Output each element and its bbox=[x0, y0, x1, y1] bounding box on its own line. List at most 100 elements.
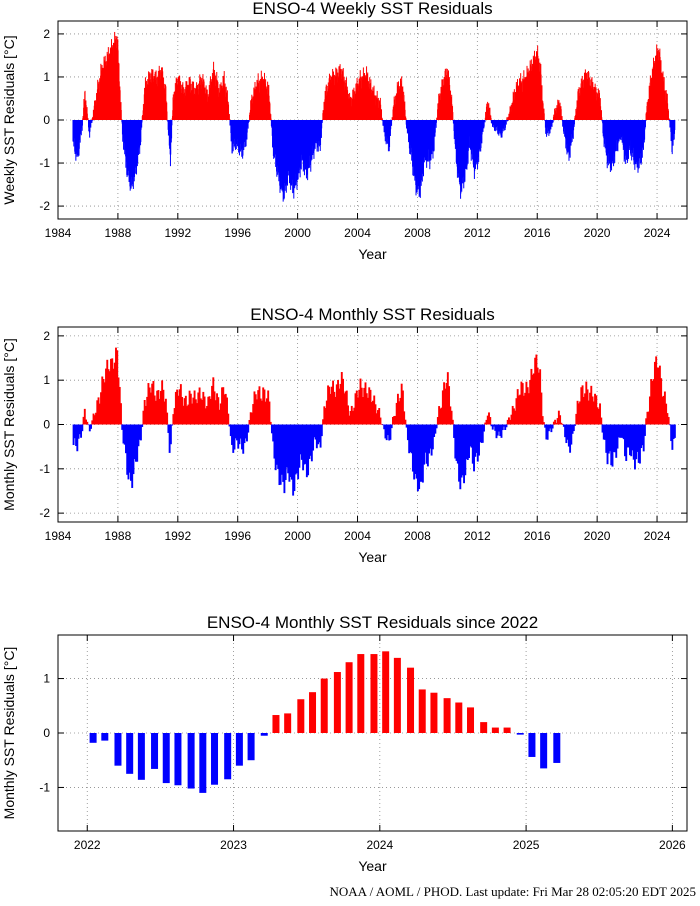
bar bbox=[297, 699, 305, 733]
bar bbox=[149, 392, 152, 425]
bar bbox=[228, 424, 231, 427]
bar bbox=[383, 424, 386, 430]
bar bbox=[247, 733, 255, 761]
bar bbox=[374, 404, 377, 425]
bar bbox=[143, 400, 146, 425]
bar bbox=[461, 424, 464, 476]
bar bbox=[445, 382, 448, 425]
bar bbox=[295, 424, 298, 474]
bar bbox=[524, 392, 527, 425]
bar bbox=[601, 424, 604, 433]
bar bbox=[140, 120, 142, 142]
bar bbox=[425, 424, 428, 464]
bar bbox=[247, 120, 249, 129]
bar bbox=[358, 389, 361, 425]
bar bbox=[368, 387, 371, 425]
bar bbox=[465, 424, 468, 460]
bar bbox=[573, 120, 575, 125]
bar bbox=[192, 397, 195, 425]
bar bbox=[408, 424, 411, 454]
bar bbox=[228, 104, 230, 120]
bar bbox=[272, 424, 275, 442]
bar bbox=[525, 381, 528, 425]
x-tick-label: 1992 bbox=[164, 529, 191, 543]
bar bbox=[526, 387, 529, 425]
bar bbox=[394, 415, 397, 425]
bar bbox=[547, 424, 550, 432]
y-tick-label: 0 bbox=[43, 113, 50, 127]
y-tick-label: 0 bbox=[43, 418, 50, 432]
bar bbox=[668, 118, 670, 120]
bar bbox=[162, 733, 170, 784]
bar bbox=[110, 358, 112, 425]
bar bbox=[647, 411, 650, 425]
bar bbox=[203, 396, 206, 425]
bar bbox=[610, 424, 613, 466]
bar bbox=[458, 424, 461, 482]
bar bbox=[357, 654, 365, 733]
bar bbox=[174, 733, 182, 786]
bar bbox=[176, 389, 179, 425]
bar bbox=[237, 424, 240, 449]
bar bbox=[662, 395, 665, 425]
bar bbox=[648, 396, 651, 425]
chart-1: 1984 1988 1992 1996 2000 2004 2008 2012 2016 2020… bbox=[1, 0, 688, 262]
bar bbox=[450, 410, 453, 425]
bar bbox=[514, 410, 517, 425]
bar bbox=[224, 733, 232, 780]
bar bbox=[81, 120, 83, 126]
footer-credit: NOAA / AOML / PHOD. Last update: Fri Mar… bbox=[329, 884, 696, 899]
bar bbox=[309, 424, 312, 456]
bar bbox=[92, 117, 94, 120]
bar bbox=[436, 417, 439, 425]
bar bbox=[635, 424, 638, 460]
bar bbox=[516, 733, 524, 735]
bar bbox=[643, 424, 646, 436]
bar bbox=[231, 424, 233, 445]
bar bbox=[328, 386, 331, 425]
bar bbox=[596, 407, 599, 425]
bar bbox=[471, 424, 474, 464]
bar bbox=[600, 417, 603, 425]
bar bbox=[83, 408, 86, 425]
bar bbox=[607, 424, 610, 454]
bar bbox=[105, 368, 107, 425]
bar bbox=[482, 120, 484, 132]
bar bbox=[492, 120, 493, 127]
bar bbox=[381, 109, 383, 120]
bar bbox=[369, 389, 372, 425]
bar bbox=[414, 424, 417, 474]
bar bbox=[381, 117, 383, 120]
bar bbox=[173, 408, 176, 425]
bar bbox=[370, 402, 373, 425]
bar bbox=[396, 393, 399, 425]
chart-2: 1984 1988 1992 1996 2000 2004 2008 2012 2016 2020… bbox=[1, 305, 688, 565]
bar bbox=[501, 120, 503, 134]
bar bbox=[484, 120, 486, 123]
bar bbox=[404, 109, 406, 120]
y-tick-label: -1 bbox=[39, 156, 50, 170]
x-tick-label: 2022 bbox=[74, 838, 101, 852]
bar bbox=[224, 393, 227, 425]
bar bbox=[404, 419, 407, 425]
bar bbox=[423, 424, 426, 465]
bar bbox=[468, 424, 470, 458]
bar bbox=[499, 424, 502, 436]
bar bbox=[489, 114, 491, 120]
bar bbox=[456, 424, 459, 464]
bar bbox=[460, 424, 463, 478]
bar bbox=[197, 392, 200, 425]
bar bbox=[506, 120, 508, 122]
bar bbox=[592, 401, 595, 425]
x-tick-label: 2025 bbox=[513, 838, 540, 852]
bar bbox=[235, 733, 243, 766]
bar bbox=[443, 382, 446, 425]
bar bbox=[373, 395, 376, 425]
bar bbox=[241, 424, 243, 450]
bar bbox=[474, 424, 477, 457]
bar bbox=[540, 733, 548, 769]
bar bbox=[391, 120, 393, 121]
bar bbox=[579, 401, 582, 425]
bar bbox=[626, 424, 629, 448]
x-axis-label: Year bbox=[358, 549, 387, 565]
